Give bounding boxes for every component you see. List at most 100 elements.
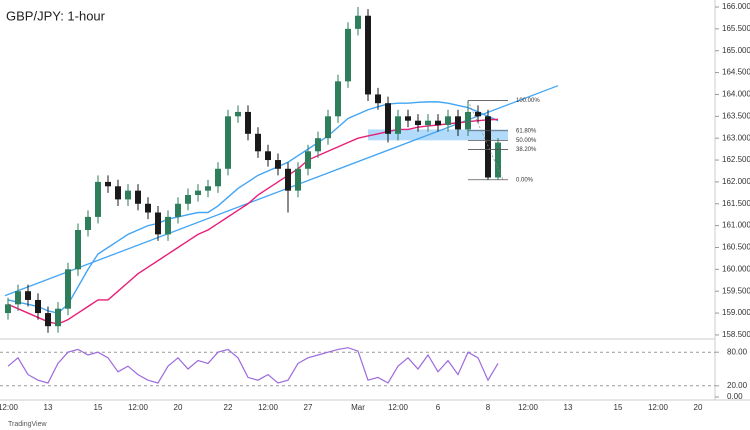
- x-tick-label: 15: [614, 403, 623, 412]
- candle-body: [25, 291, 31, 300]
- candle-body: [225, 116, 231, 169]
- candle-body: [335, 81, 341, 117]
- candle-body: [465, 111, 471, 130]
- y-tick-label: 159.500: [722, 286, 750, 295]
- x-tick-label: 27: [304, 403, 313, 412]
- candle-body: [275, 160, 281, 169]
- y-tick-label: 164.500: [722, 68, 750, 77]
- x-tick-label: 20: [694, 403, 703, 412]
- candle-body: [485, 116, 491, 178]
- candle-body: [5, 304, 11, 314]
- y-tick-label: 158.500: [722, 330, 750, 339]
- x-tick-label: 12:00: [518, 403, 539, 412]
- fib-diagonal: [467, 100, 504, 180]
- moving-average: [7, 118, 499, 325]
- x-tick-label: 15: [94, 403, 103, 412]
- y-tick-label: 161.500: [722, 199, 750, 208]
- x-tick-label: 8: [486, 403, 491, 412]
- candle-body: [185, 195, 191, 204]
- osc-tick-label: 80.00: [727, 347, 748, 356]
- x-tick-label: 20: [174, 403, 183, 412]
- candle-body: [245, 111, 251, 134]
- fib-label: 50.00%: [516, 138, 537, 144]
- candle-body: [15, 291, 21, 305]
- candle-body: [265, 151, 271, 161]
- candle-body: [425, 120, 431, 126]
- x-tick-label: Mar: [351, 403, 365, 412]
- candle-body: [105, 181, 111, 187]
- fib-label: 38.20%: [516, 147, 537, 153]
- candle-body: [45, 313, 51, 327]
- y-tick-label: 160.000: [722, 264, 750, 273]
- zone: [368, 129, 508, 141]
- candle-body: [75, 229, 81, 270]
- x-tick-label: 12:00: [0, 403, 19, 412]
- x-tick-label: 22: [224, 403, 233, 412]
- candle-body: [405, 116, 411, 121]
- x-tick-label: 12:00: [258, 403, 279, 412]
- x-tick-label: 12:00: [128, 403, 149, 412]
- candle-body: [455, 116, 461, 130]
- fib-label: 0.00%: [516, 177, 534, 183]
- candle-body: [175, 203, 181, 217]
- candle-body: [445, 116, 451, 126]
- y-tick-label: 161.000: [722, 221, 750, 230]
- oscillator-line: [7, 347, 499, 384]
- candle-body: [315, 138, 321, 152]
- y-tick-label: 162.000: [722, 177, 750, 186]
- candle-body: [305, 151, 311, 169]
- y-tick-label: 163.000: [722, 133, 750, 142]
- osc-tick-label: 20.00: [727, 381, 748, 390]
- x-tick-label: 12:00: [388, 403, 409, 412]
- candle-body: [285, 168, 291, 191]
- candle-body: [195, 190, 201, 196]
- candle-body: [355, 15, 361, 29]
- candle-body: [495, 142, 501, 178]
- candle-body: [475, 111, 481, 117]
- candle-body: [295, 168, 301, 191]
- chart-title: GBP/JPY: 1-hour: [6, 8, 106, 23]
- x-tick-label: 13: [44, 403, 53, 412]
- fib-label: 61.80%: [516, 128, 537, 134]
- y-tick-label: 159.000: [722, 308, 750, 317]
- candle-body: [415, 120, 421, 126]
- candle-body: [385, 103, 391, 134]
- y-tick-label: 163.500: [722, 111, 750, 120]
- candle-body: [435, 120, 441, 126]
- candle-body: [155, 212, 161, 235]
- y-tick-label: 165.000: [722, 46, 750, 55]
- candle-body: [55, 308, 61, 327]
- y-tick-label: 162.500: [722, 155, 750, 164]
- candle-body: [365, 15, 371, 95]
- candle-body: [135, 190, 141, 204]
- candle-body: [125, 190, 131, 200]
- candle-body: [95, 181, 101, 217]
- y-tick-label: 164.000: [722, 90, 750, 99]
- candle-body: [65, 269, 71, 309]
- candle-body: [255, 133, 261, 152]
- y-tick-label: 160.500: [722, 243, 750, 252]
- candle-body: [35, 299, 41, 314]
- x-tick-label: 13: [564, 403, 573, 412]
- candle-body: [115, 186, 121, 200]
- x-tick-label: 6: [436, 403, 441, 412]
- y-tick-label: 165.500: [722, 24, 750, 33]
- candle-body: [205, 186, 211, 191]
- candle-body: [345, 28, 351, 82]
- candle-body: [325, 116, 331, 139]
- candle-body: [85, 216, 91, 230]
- candle-body: [395, 116, 401, 134]
- candle-body: [165, 216, 171, 235]
- source: TradingView: [8, 421, 47, 428]
- candle-body: [235, 111, 241, 117]
- osc-tick-label: 0.00: [727, 392, 743, 401]
- candle-body: [215, 168, 221, 187]
- candle-body: [145, 203, 151, 213]
- fib-label: 100.00%: [516, 98, 540, 104]
- x-tick-label: 12:00: [648, 403, 669, 412]
- y-tick-label: 166.000: [722, 2, 750, 11]
- moving-average: [7, 101, 499, 314]
- candle-body: [375, 94, 381, 104]
